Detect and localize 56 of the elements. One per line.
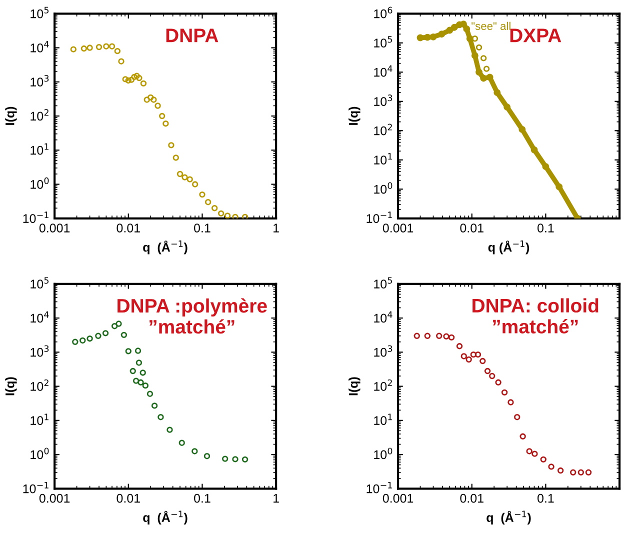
text: DNPA: colloid ”matché” xyxy=(472,298,598,334)
y-tick-label: 10$^{0}$ xyxy=(30,177,49,189)
y-tick-label: 10$^{4}$ xyxy=(374,65,392,77)
x-tick-label: 1 xyxy=(274,494,279,503)
y-tick-label: 10$^{2}$ xyxy=(374,379,392,391)
y-tick-label: 10$^{3}$ xyxy=(374,94,392,106)
y-tick-label: 10$^{1}$ xyxy=(374,414,392,425)
annotation: "see" all xyxy=(472,22,510,30)
y-axis-title: I(q) xyxy=(348,377,360,396)
y-tick-label: 10$^{1}$ xyxy=(30,414,48,425)
y-tick-label: 10$^{0}$ xyxy=(374,182,392,194)
y-tick-label: 10$^{2}$ xyxy=(30,109,48,121)
x-tick-label: 0.1 xyxy=(538,494,554,503)
y-tick-label: 10$^{6}$ xyxy=(374,6,392,18)
y-tick-label: 10$^{2}$ xyxy=(374,124,392,136)
y-tick-label: 10$^{−1}$ xyxy=(366,482,392,494)
y-tick-label: 10$^{1}$ xyxy=(374,153,392,164)
y-tick-label: 10$^{−1}$ xyxy=(23,212,48,223)
y-tick-label: 10$^{0}$ xyxy=(30,448,49,460)
x-axis-title: q (Å$^{−1}$) xyxy=(486,510,531,524)
x-tick-label: 0.1 xyxy=(194,224,210,232)
x-tick-label: 0.001 xyxy=(382,494,414,503)
text: DNPA :polymère ”matché” xyxy=(118,298,267,334)
x-axis-title: q (Å$^{−1}$) xyxy=(488,240,530,254)
text: DXPA xyxy=(510,28,562,42)
y-tick-label: 10$^{5}$ xyxy=(30,277,49,288)
x-tick-label: 0.001 xyxy=(382,224,414,232)
x-tick-label: 0.001 xyxy=(39,494,70,503)
x-tick-label: 0.1 xyxy=(538,224,554,232)
y-tick-label: 10$^{−1}$ xyxy=(366,212,392,223)
x-axis-title: q (Å$^{−1}$) xyxy=(143,240,188,254)
y-tick-label: 10$^{1}$ xyxy=(30,143,48,155)
y-tick-label: 10$^{4}$ xyxy=(30,311,49,323)
y-tick-label: 10$^{5}$ xyxy=(30,6,49,18)
text: DNPA xyxy=(166,28,218,42)
y-tick-label: 10$^{−1}$ xyxy=(23,482,48,494)
y-tick-label: 10$^{5}$ xyxy=(374,277,392,288)
y-tick-label: 10$^{3}$ xyxy=(374,345,392,357)
y-tick-label: 10$^{2}$ xyxy=(30,379,48,391)
x-tick-label: 0.01 xyxy=(116,224,140,232)
x-tick-label: 1 xyxy=(274,224,279,232)
x-axis-title: q (Å$^{−1}$) xyxy=(143,510,188,524)
x-tick-label: 0.01 xyxy=(460,224,484,232)
y-tick-label: 10$^{4}$ xyxy=(30,41,49,52)
y-axis-title: I(q) xyxy=(5,106,17,125)
y-tick-label: 10$^{0}$ xyxy=(374,448,392,460)
x-tick-label: 0.01 xyxy=(460,494,484,503)
y-axis-title: I(q) xyxy=(5,377,17,396)
y-tick-label: 10$^{3}$ xyxy=(30,75,49,86)
y-tick-label: 10$^{4}$ xyxy=(374,311,392,323)
y-axis-title: I(q) xyxy=(348,106,360,125)
x-tick-label: 0.01 xyxy=(116,494,140,503)
x-tick-label: 0.001 xyxy=(39,224,70,232)
x-tick-label: 0.1 xyxy=(194,494,210,503)
y-tick-label: 10$^{3}$ xyxy=(30,345,49,357)
y-tick-label: 10$^{5}$ xyxy=(374,36,392,48)
